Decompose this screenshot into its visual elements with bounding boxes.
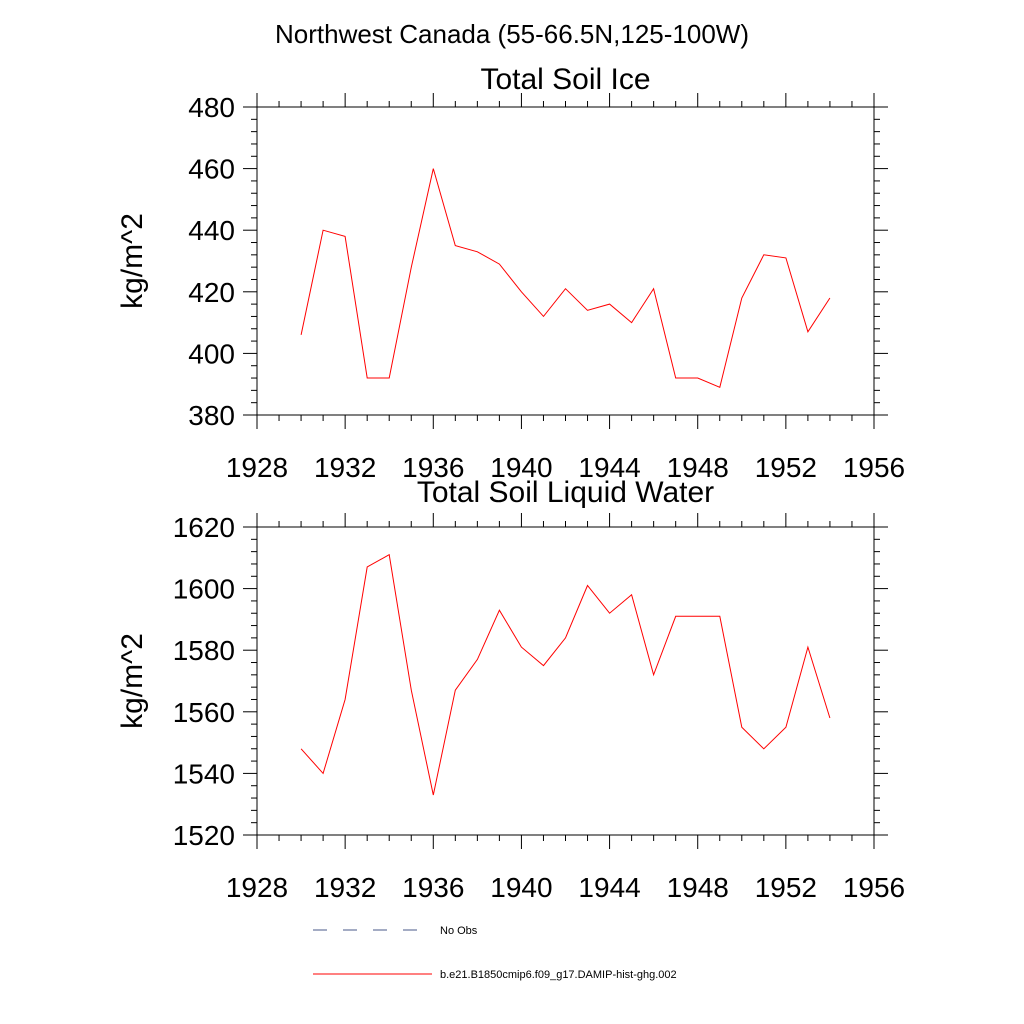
x-tick-label: 1940	[490, 872, 552, 903]
y-tick-label: 440	[188, 215, 235, 246]
plot-frame	[256, 106, 875, 416]
legend: No Obs b.e21.B1850cmip6.f09_g17.DAMIP-hi…	[313, 925, 677, 981]
legend-label-model-run: b.e21.B1850cmip6.f09_g17.DAMIP-hist-ghg.…	[440, 969, 677, 981]
y-tick-label: 380	[188, 400, 235, 431]
panel-total-soil-ice: Total Soil Ice kg/m^2 1928 1932 1936 1940 1944…	[116, 63, 905, 483]
chart-title: Total Soil Liquid Water	[417, 476, 714, 509]
y-tick-label: 400	[188, 338, 235, 369]
x-tick-label: 1956	[843, 452, 905, 483]
y-tick-label: 460	[188, 154, 235, 185]
x-tick-label: 1952	[755, 872, 817, 903]
y-axis-label: kg/m^2	[116, 213, 149, 309]
chart-title: Total Soil Ice	[480, 63, 650, 96]
x-tick-label: 1928	[226, 872, 288, 903]
x-tick-label: 1944	[578, 872, 640, 903]
y-tick-label: 1580	[173, 635, 235, 666]
y-tick-label: 1600	[173, 574, 235, 605]
plot-frame	[256, 526, 875, 836]
y-tick-label: 420	[188, 277, 235, 308]
x-tick-label: 1928	[226, 452, 288, 483]
figure-supertitle: Northwest Canada (55-66.5N,125-100W)	[275, 19, 749, 49]
x-tick-label: 1936	[402, 452, 464, 483]
y-tick-label: 1560	[173, 697, 235, 728]
x-tick-label: 1936	[402, 872, 464, 903]
x-tick-label: 1956	[843, 872, 905, 903]
x-tick-label: 1948	[667, 452, 729, 483]
series-line	[300, 553, 831, 796]
x-tick-label: 1940	[490, 452, 552, 483]
legend-label-no-obs: No Obs	[440, 925, 478, 937]
y-tick-label: 1620	[173, 512, 235, 543]
series-line	[300, 168, 831, 388]
y-axis-label: kg/m^2	[116, 633, 149, 729]
x-tick-label: 1932	[314, 452, 376, 483]
x-tick-label: 1948	[667, 872, 729, 903]
panel-total-soil-liquid-water: Total Soil Liquid Water kg/m^2 1928 1932 193…	[116, 476, 905, 903]
x-tick-label: 1952	[755, 452, 817, 483]
y-tick-label: 1520	[173, 820, 235, 851]
x-tick-label: 1944	[578, 452, 640, 483]
x-tick-label: 1932	[314, 872, 376, 903]
y-tick-label: 1540	[173, 758, 235, 789]
y-tick-label: 480	[188, 92, 235, 123]
